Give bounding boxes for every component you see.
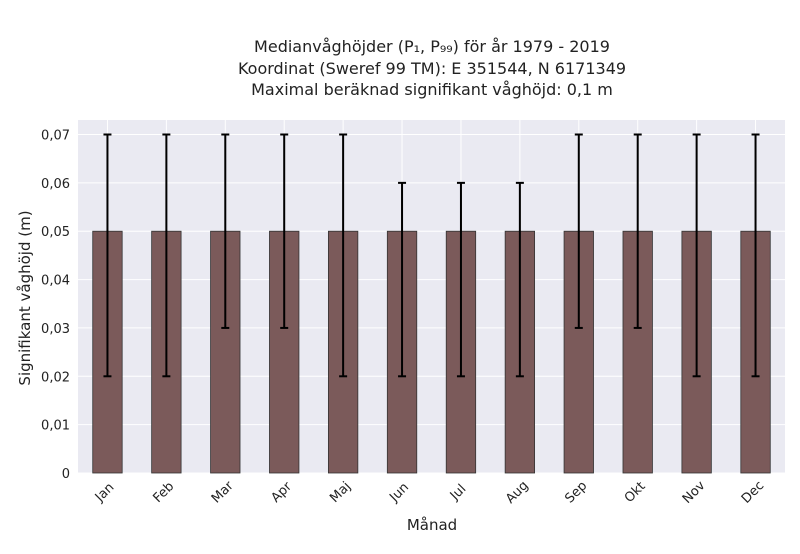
title-line-1: Medianvåghöjder (P₁, P₉₉) för år 1979 - … — [254, 37, 610, 56]
error-bar-mar — [221, 133, 230, 329]
x-tick-label: Apr — [268, 479, 295, 506]
error-bars — [103, 133, 760, 378]
error-bar-dec — [751, 133, 760, 378]
y-axis-ticks: 0 0,01 0,02 0,03 0,04 0,05 0,06 0,07 — [41, 129, 70, 482]
y-tick-label: 0 — [62, 467, 70, 482]
y-tick-label: 0,06 — [41, 177, 70, 192]
error-bar-jan — [103, 133, 112, 378]
error-bar-sep — [574, 133, 583, 329]
x-tick-label: Jul — [447, 482, 469, 504]
y-tick-label: 0,02 — [41, 370, 70, 385]
y-tick-label: 0,01 — [41, 419, 70, 434]
plot-area — [78, 120, 785, 473]
chart-title: Medianvåghöjder (P₁, P₉₉) för år 1979 - … — [238, 37, 626, 99]
x-axis-ticks: Jan Feb Mar Apr Maj Jun Jul Aug Sep Okt Nov Dec — [92, 478, 767, 507]
error-bar-aug — [515, 181, 524, 378]
error-bar-jun — [398, 181, 407, 378]
x-tick-label: Maj — [327, 479, 354, 506]
y-axis-label: Signifikant våghöjd (m) — [16, 210, 34, 385]
x-tick-label: Aug — [503, 478, 532, 507]
error-bar-nov — [692, 133, 701, 378]
x-tick-label: Sep — [562, 479, 590, 507]
title-line-3: Maximal beräknad signifikant våghöjd: 0,… — [251, 80, 613, 99]
error-bar-jul — [456, 181, 465, 378]
error-bar-maj — [339, 133, 348, 378]
y-tick-label: 0,07 — [41, 129, 70, 144]
x-tick-label: Jan — [92, 480, 117, 505]
x-tick-label: Mar — [209, 478, 237, 506]
x-tick-label: Nov — [680, 478, 709, 507]
x-tick-label: Jun — [386, 480, 412, 506]
x-tick-label: Okt — [622, 479, 649, 506]
y-tick-label: 0,05 — [41, 225, 70, 240]
error-bar-apr — [280, 133, 289, 329]
bar-apr — [269, 230, 300, 474]
x-tick-label: Feb — [150, 479, 177, 506]
error-bar-feb — [162, 133, 171, 378]
x-tick-label: Dec — [739, 478, 767, 506]
y-tick-label: 0,03 — [41, 322, 70, 337]
title-line-2: Koordinat (Sweref 99 TM): E 351544, N 61… — [238, 59, 626, 78]
y-tick-label: 0,04 — [41, 274, 70, 289]
error-bar-okt — [633, 133, 642, 329]
x-axis-label: Månad — [407, 516, 457, 534]
